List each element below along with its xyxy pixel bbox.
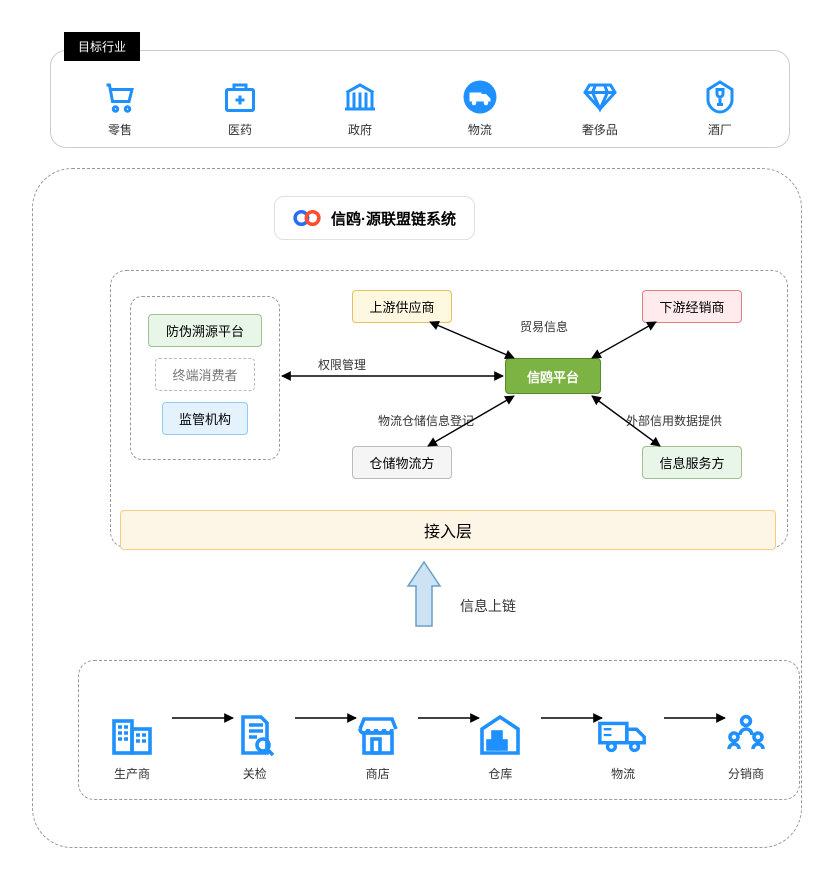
chain-label: 物流 <box>611 765 635 782</box>
industry-winery: 酒厂 <box>702 79 738 138</box>
industry-retail: 零售 <box>102 79 138 138</box>
diamond-icon <box>582 79 618 115</box>
chain-label: 商店 <box>366 765 390 782</box>
building-icon <box>108 711 156 759</box>
truck-icon <box>596 711 650 759</box>
government-icon <box>342 79 378 115</box>
industries-tag: 目标行业 <box>64 32 140 61</box>
system-title: 信鸥·源联盟链系统 <box>274 196 475 240</box>
system-title-text: 信鸥·源联盟链系统 <box>331 208 456 229</box>
chain-label: 仓库 <box>488 765 512 782</box>
node-downstream: 下游经销商 <box>642 290 742 323</box>
chain-store: 商店 <box>338 711 418 782</box>
left-item-regulator: 监管机构 <box>162 402 248 435</box>
industry-label: 物流 <box>468 121 492 138</box>
left-item-trace: 防伪溯源平台 <box>148 314 262 347</box>
chain-label: 分销商 <box>728 765 764 782</box>
industry-label: 零售 <box>108 121 132 138</box>
shop-icon <box>354 711 402 759</box>
label-ext-credit: 外部信用数据提供 <box>626 412 722 429</box>
node-upstream: 上游供应商 <box>352 290 452 323</box>
industry-logistics: 物流 <box>462 79 498 138</box>
access-layer: 接入层 <box>120 510 776 550</box>
chain-customs: 关检 <box>215 711 295 782</box>
label-wh-reg: 物流仓储信息登记 <box>378 412 474 429</box>
chain-distributor: 分销商 <box>706 711 786 782</box>
industry-luxury: 奢侈品 <box>582 79 618 138</box>
supply-chain-row: 生产商 关检 商店 仓库 <box>92 682 786 782</box>
chain-logistics: 物流 <box>583 711 663 782</box>
industry-pharma: 医药 <box>222 79 258 138</box>
node-infoserv: 信息服务方 <box>642 446 742 479</box>
chain-label: 关检 <box>243 765 267 782</box>
industry-government: 政府 <box>342 79 378 138</box>
industry-label: 医药 <box>228 121 252 138</box>
chain-producer: 生产商 <box>92 711 172 782</box>
wine-icon <box>702 79 738 115</box>
chain-logo-icon <box>293 207 321 229</box>
cart-icon <box>102 79 138 115</box>
left-item-consumer: 终端消费者 <box>155 358 255 391</box>
industry-label: 政府 <box>348 121 372 138</box>
medical-icon <box>222 79 258 115</box>
industries-row: 零售 医药 政府 物流 奢侈品 <box>60 64 780 138</box>
label-on-chain: 信息上链 <box>460 596 516 616</box>
industry-label: 酒厂 <box>708 121 732 138</box>
architecture-diagram: 目标行业 零售 医药 政府 <box>20 20 811 851</box>
node-center-platform: 信鸥平台 <box>505 358 601 394</box>
chain-label: 生产商 <box>114 765 150 782</box>
inspection-icon <box>231 711 279 759</box>
warehouse-icon <box>476 711 524 759</box>
people-icon <box>722 711 770 759</box>
logistics-icon <box>462 79 498 115</box>
chain-warehouse: 仓库 <box>460 711 540 782</box>
label-trade-info: 贸易信息 <box>520 318 568 335</box>
label-perm-mgmt: 权限管理 <box>318 356 366 373</box>
industry-label: 奢侈品 <box>582 121 618 138</box>
node-warehouse: 仓储物流方 <box>352 446 452 479</box>
